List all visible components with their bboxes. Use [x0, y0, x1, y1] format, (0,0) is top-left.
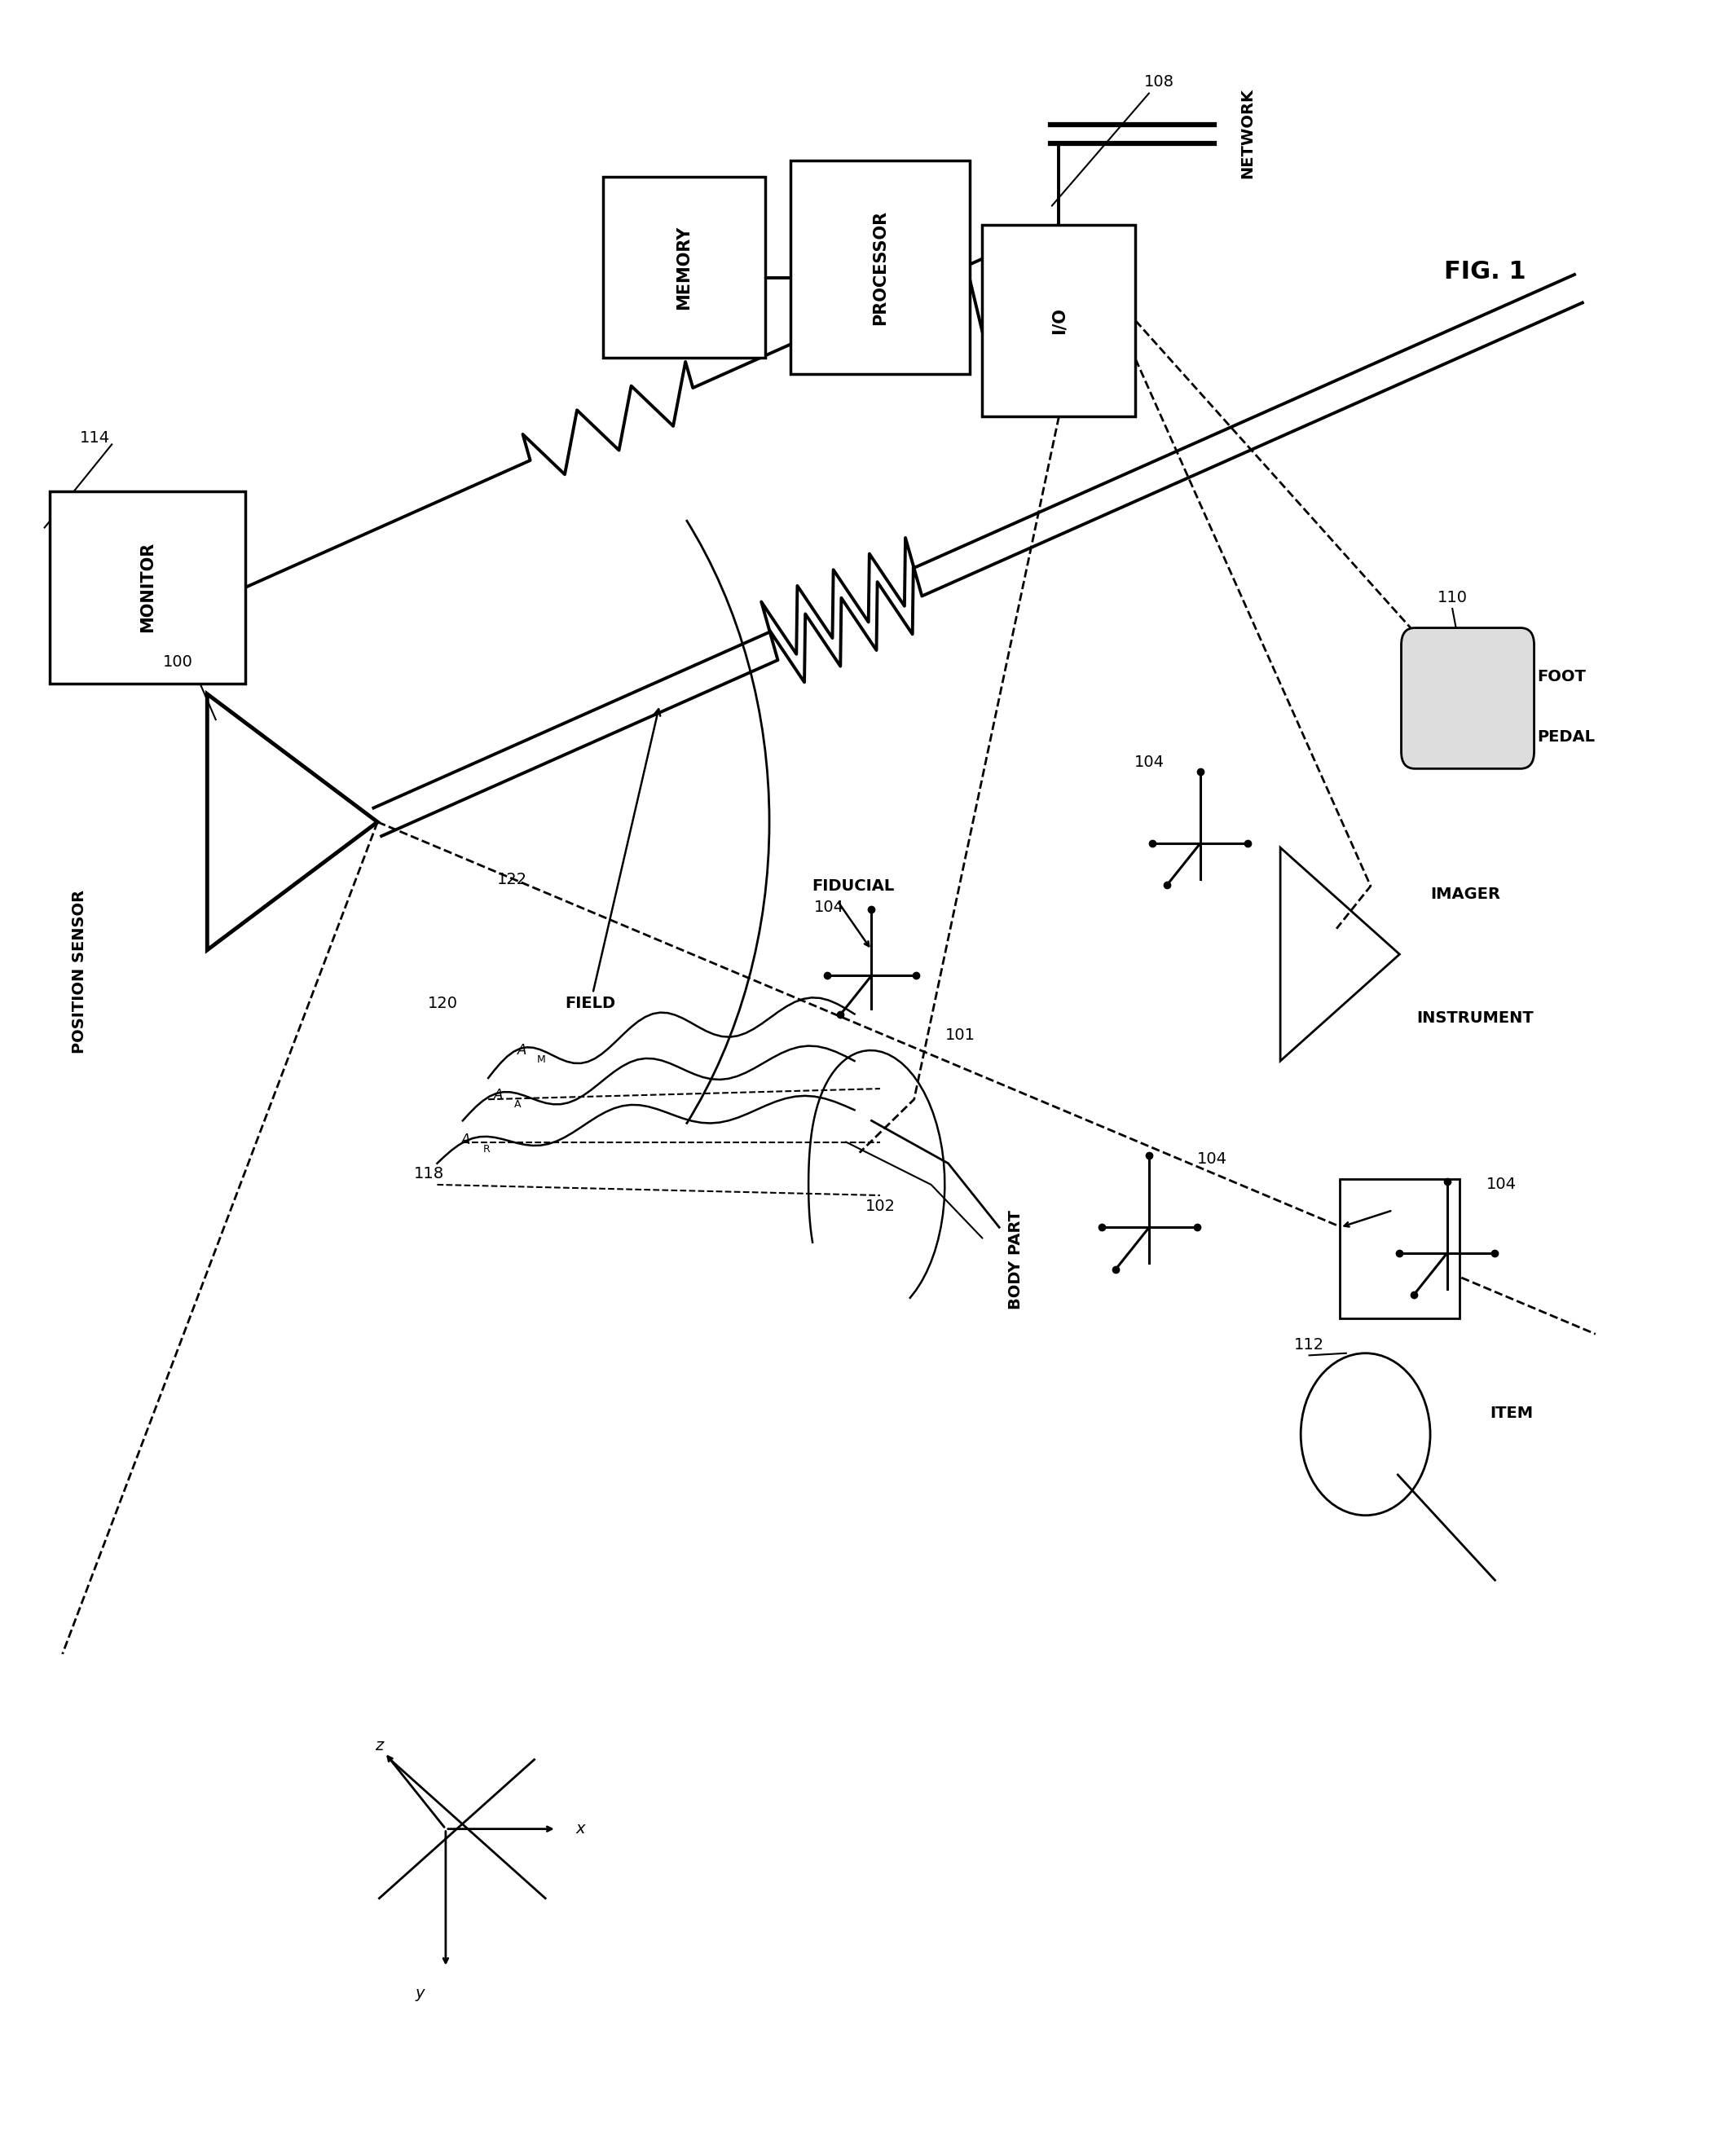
Text: y: y — [416, 1986, 425, 2001]
Text: 120: 120 — [428, 996, 457, 1011]
Text: 110: 110 — [1438, 591, 1467, 606]
Text: NETWORK: NETWORK — [1239, 88, 1255, 179]
Text: FIDUCIAL: FIDUCIAL — [811, 877, 894, 895]
Text: x: x — [575, 1822, 585, 1837]
Text: 108: 108 — [1051, 73, 1174, 205]
Text: FIELD: FIELD — [564, 709, 661, 1011]
Text: 104: 104 — [815, 899, 844, 914]
Text: R: R — [483, 1145, 490, 1156]
Bar — [791, 162, 970, 373]
Text: ITEM: ITEM — [1490, 1406, 1533, 1421]
Text: BODY PART: BODY PART — [1008, 1210, 1024, 1309]
Text: FOOT: FOOT — [1538, 668, 1586, 686]
Text: 100: 100 — [164, 653, 193, 671]
Text: A: A — [461, 1132, 471, 1147]
Text: 104: 104 — [1486, 1177, 1517, 1192]
Text: A: A — [494, 1089, 502, 1102]
Text: 104: 104 — [1134, 755, 1165, 770]
Bar — [604, 177, 765, 358]
Text: 118: 118 — [414, 1166, 444, 1181]
Text: POSITION SENSOR: POSITION SENSOR — [72, 890, 88, 1054]
Text: 104: 104 — [1198, 1151, 1227, 1166]
Text: 101: 101 — [946, 1028, 975, 1044]
Text: A: A — [514, 1100, 521, 1110]
Text: 114: 114 — [79, 431, 110, 446]
Text: PROCESSOR: PROCESSOR — [872, 209, 889, 326]
Bar — [1339, 1179, 1458, 1317]
Text: I/O: I/O — [1051, 308, 1067, 334]
Bar — [982, 224, 1136, 416]
Text: z: z — [375, 1738, 383, 1753]
Text: INSTRUMENT: INSTRUMENT — [1417, 1011, 1534, 1026]
Text: M: M — [537, 1054, 545, 1065]
Text: 122: 122 — [497, 871, 526, 888]
Text: A: A — [518, 1044, 526, 1059]
Text: IMAGER: IMAGER — [1431, 886, 1500, 901]
Text: MEMORY: MEMORY — [677, 224, 692, 310]
Text: 112: 112 — [1294, 1337, 1324, 1352]
Text: PEDAL: PEDAL — [1538, 729, 1595, 744]
Text: MONITOR: MONITOR — [140, 541, 155, 632]
Text: 102: 102 — [865, 1199, 896, 1214]
FancyBboxPatch shape — [1402, 627, 1534, 770]
Text: FIG. 1: FIG. 1 — [1443, 259, 1526, 282]
Bar — [50, 492, 245, 683]
